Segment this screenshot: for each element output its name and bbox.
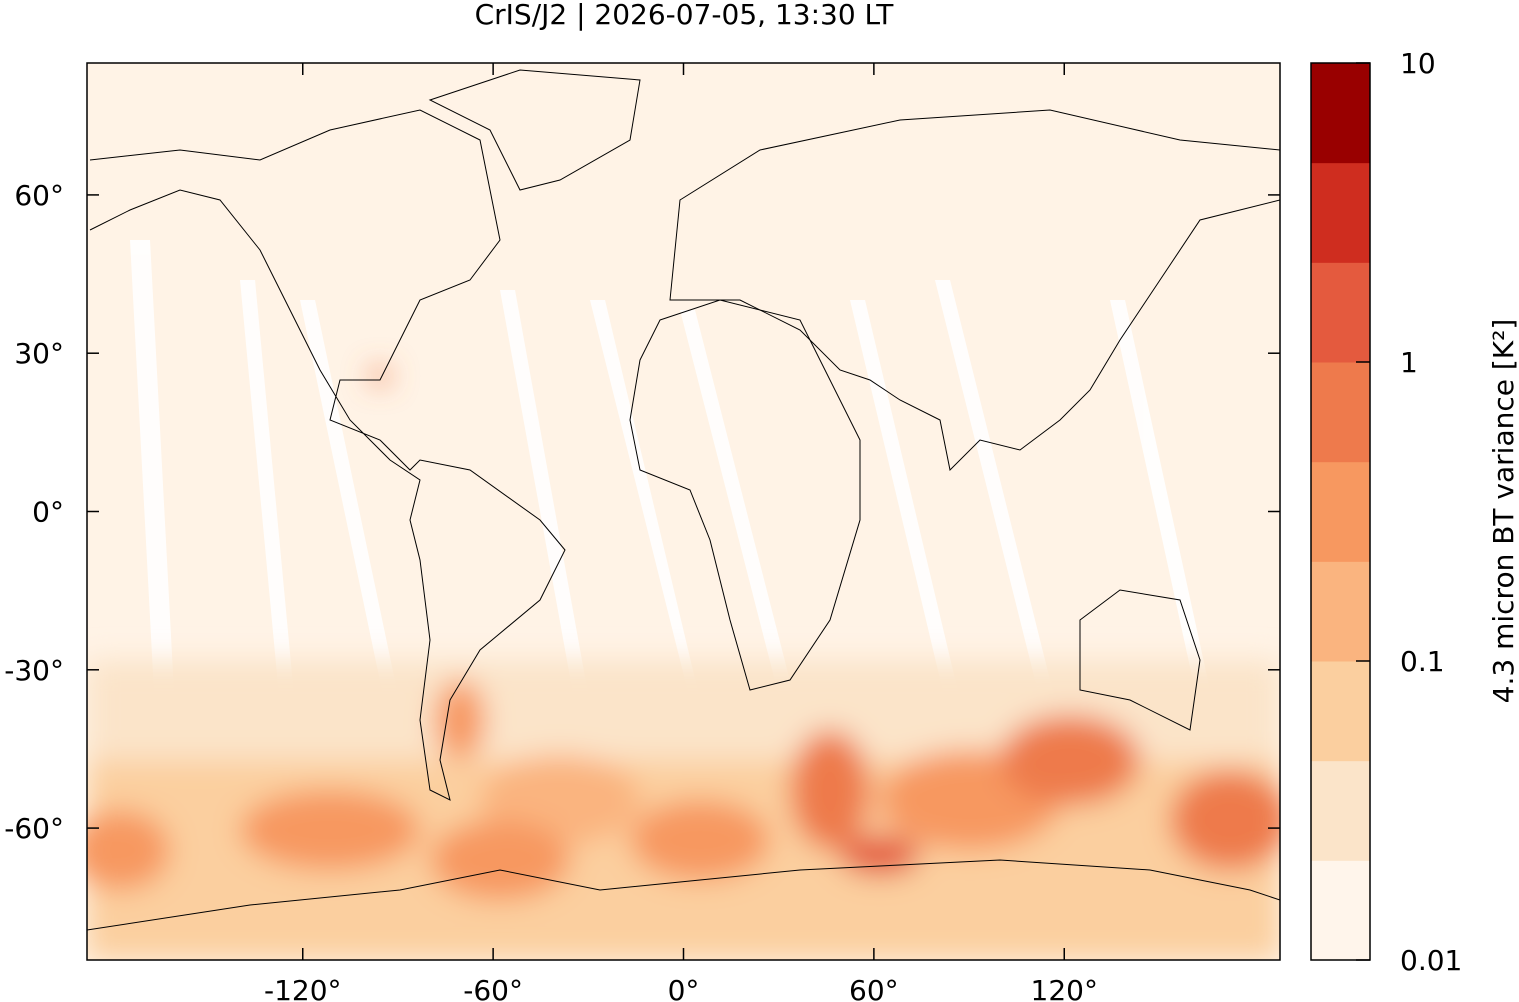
colorbar-band (1311, 162, 1370, 263)
x-tick-label: -60° (463, 974, 523, 1002)
colorbar-tick-label: 0.01 (1400, 944, 1462, 977)
colorbar-band (1311, 661, 1370, 762)
colorbar-band (1311, 561, 1370, 662)
map-title: CrIS/J2 | 2026-07-05, 13:30 LT (475, 0, 895, 31)
y-tick-label: 0° (32, 496, 64, 529)
y-tick-label: 60° (14, 179, 64, 212)
x-tick-label: -120° (264, 974, 342, 1002)
colorbar-band (1311, 63, 1370, 164)
map-field (87, 63, 1280, 960)
x-tick-label: 0° (668, 974, 700, 1002)
colorbar-band (1311, 262, 1370, 363)
colorbar-band (1311, 461, 1370, 562)
variance-field (87, 368, 1280, 960)
y-tick-label: -30° (4, 654, 64, 687)
colorbar-frame (1310, 62, 1371, 961)
colorbar-tick-label: 10 (1400, 47, 1436, 80)
y-tick-label: -60° (4, 812, 64, 845)
x-tick-label: 120° (1031, 974, 1098, 1002)
y-tick-label: 30° (14, 337, 64, 370)
colorbar-band (1311, 362, 1370, 463)
colorbar-band (1311, 860, 1370, 961)
x-tick-label: 60° (849, 974, 899, 1002)
colorbar-label: 4.3 micron BT variance [K²] (1487, 319, 1519, 704)
swath-gaps (130, 240, 1210, 900)
colorbar-tick-label: 0.1 (1400, 645, 1445, 678)
colorbar-tick-label: 1 (1400, 346, 1418, 379)
colorbar-band (1311, 760, 1370, 861)
coastlines (87, 69, 1280, 931)
